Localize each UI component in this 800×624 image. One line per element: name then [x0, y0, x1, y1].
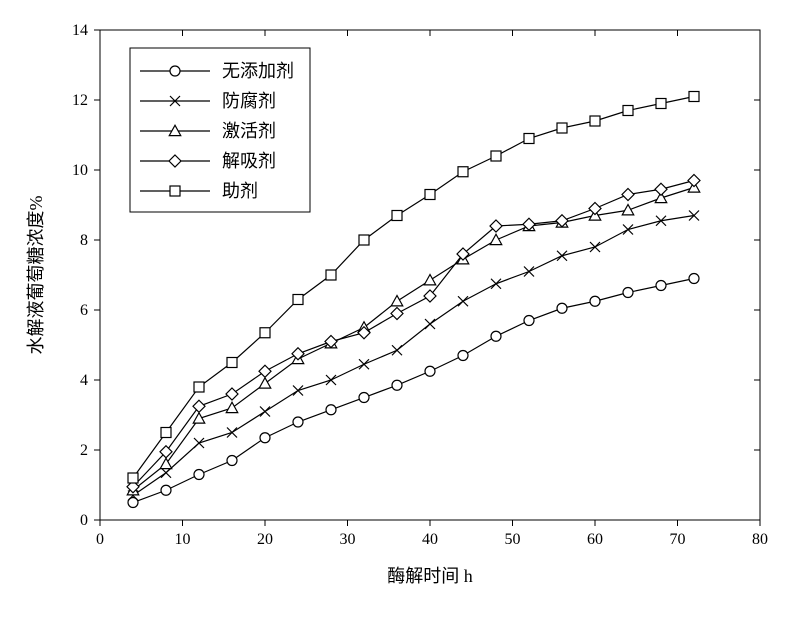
y-axis-title: 水解液葡萄糖浓度% [26, 196, 46, 355]
legend-label-no_additive: 无添加剂 [222, 61, 294, 81]
x-axis-title: 酶解时间 h [387, 566, 473, 586]
x-tick-label: 70 [670, 531, 686, 548]
legend-label-desorbent: 解吸剂 [222, 151, 276, 171]
x-tick-label: 60 [587, 531, 603, 548]
y-tick-label: 8 [80, 232, 88, 249]
y-tick-label: 14 [72, 22, 88, 39]
legend-label-preservative: 防腐剂 [222, 91, 276, 111]
line-chart: 0 10 20 30 40 50 60 70 80 酶解时间 h 0 2 4 6 8 10 12 14 水解液葡萄糖… [0, 0, 800, 624]
y-tick-label: 4 [80, 372, 88, 389]
y-tick-label: 6 [80, 302, 88, 319]
x-tick-label: 10 [175, 531, 191, 548]
x-tick-label: 0 [96, 531, 104, 548]
x-tick-label: 30 [340, 531, 356, 548]
x-tick-label: 50 [505, 531, 521, 548]
x-tick-label: 20 [257, 531, 273, 548]
legend-label-cosolvent: 助剂 [222, 181, 258, 201]
legend-label-activator: 激活剂 [222, 121, 276, 141]
y-tick-label: 0 [80, 512, 88, 529]
y-tick-label: 10 [72, 162, 88, 179]
x-tick-label: 80 [752, 531, 768, 548]
chart-container: 0 10 20 30 40 50 60 70 80 酶解时间 h 0 2 4 6 8 10 12 14 水解液葡萄糖… [0, 0, 800, 624]
y-tick-label: 12 [72, 92, 88, 109]
legend: 无添加剂防腐剂激活剂解吸剂助剂 [130, 48, 310, 212]
x-tick-label: 40 [422, 531, 438, 548]
y-tick-label: 2 [80, 442, 88, 459]
